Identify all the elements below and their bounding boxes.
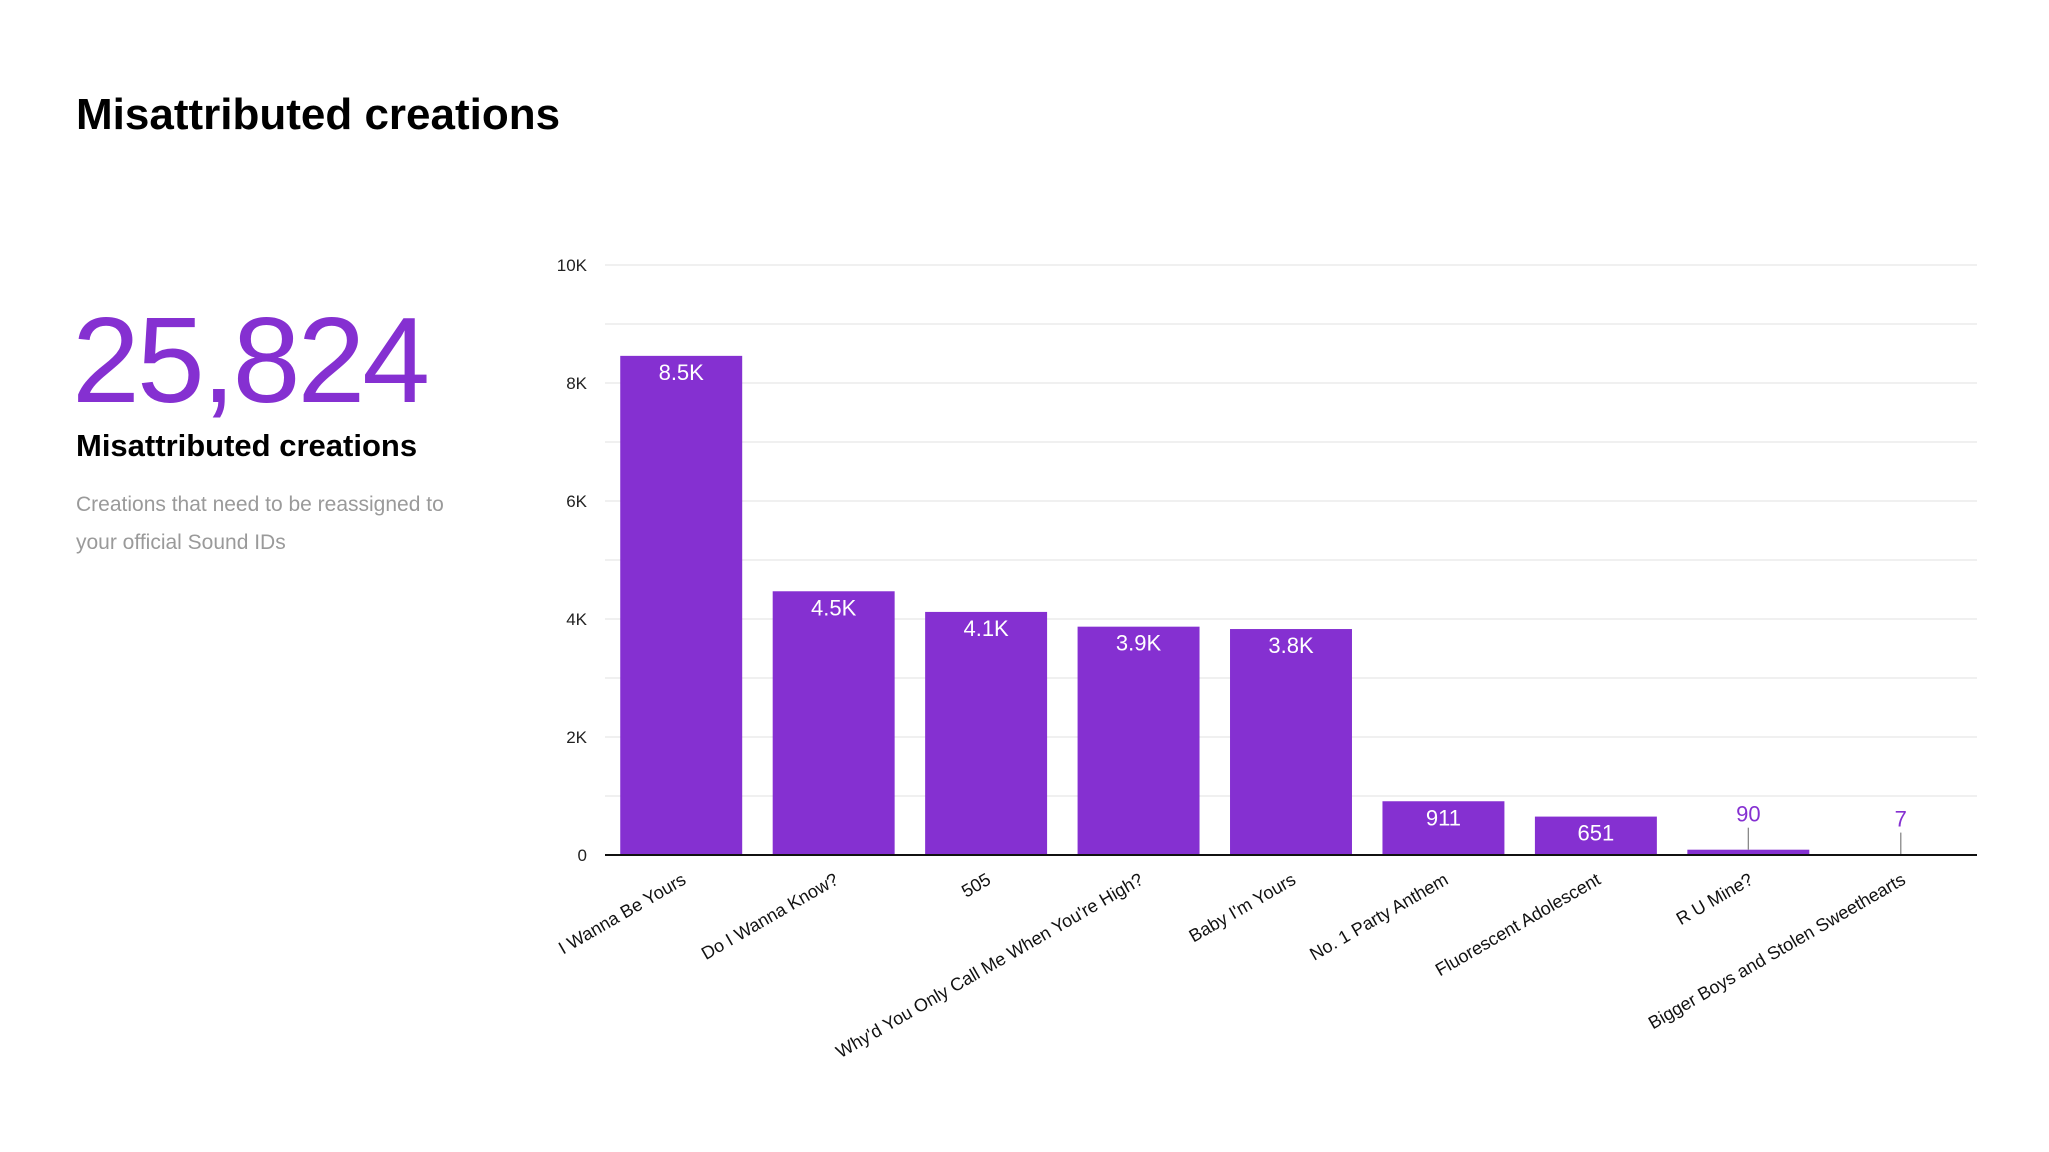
x-tick-label: R U Mine? xyxy=(1673,869,1757,929)
x-tick-label: 505 xyxy=(958,869,994,901)
data-label: 3.8K xyxy=(1268,633,1314,658)
card-title: Misattributed creations xyxy=(76,90,561,139)
x-tick-label: Bigger Boys and Stolen Sweethearts xyxy=(1645,869,1909,1033)
bar xyxy=(1230,629,1352,855)
x-tick-label: Do I Wanna Know? xyxy=(698,869,842,964)
y-tick-label: 10K xyxy=(557,256,588,275)
x-tick-label: Why'd You Only Call Me When You're High? xyxy=(833,869,1147,1062)
bar xyxy=(1077,626,1200,855)
data-label: 3.9K xyxy=(1116,631,1162,656)
data-label: 651 xyxy=(1578,821,1615,846)
y-tick-label: 0 xyxy=(578,846,587,865)
data-label: 7 xyxy=(1895,807,1907,832)
scorecard-label: Misattributed creations xyxy=(76,428,418,463)
bar xyxy=(1687,849,1810,855)
data-label: 911 xyxy=(1426,805,1461,830)
bar xyxy=(925,611,1048,855)
scorecard-value: 25,824 xyxy=(72,292,430,428)
data-label: 4.5K xyxy=(811,595,857,620)
y-tick-label: 8K xyxy=(566,374,587,393)
data-label: 4.1K xyxy=(963,616,1009,641)
y-tick-label: 4K xyxy=(566,610,587,629)
data-label: 90 xyxy=(1736,802,1760,827)
bar xyxy=(772,591,895,855)
y-tick-label: 6K xyxy=(566,492,587,511)
x-tick-label: Baby I'm Yours xyxy=(1185,869,1299,946)
x-tick-label: Fluorescent Adolescent xyxy=(1432,869,1604,980)
data-label: 8.5K xyxy=(659,360,705,385)
y-tick-label: 2K xyxy=(566,728,587,747)
scorecard-description: Creations that need to be reassigned to … xyxy=(76,493,444,554)
bar xyxy=(1534,816,1657,855)
x-tick-label: No. 1 Party Anthem xyxy=(1306,869,1451,964)
bar xyxy=(620,355,743,855)
x-tick-label: I Wanna Be Yours xyxy=(555,869,689,958)
bar xyxy=(1382,801,1505,855)
